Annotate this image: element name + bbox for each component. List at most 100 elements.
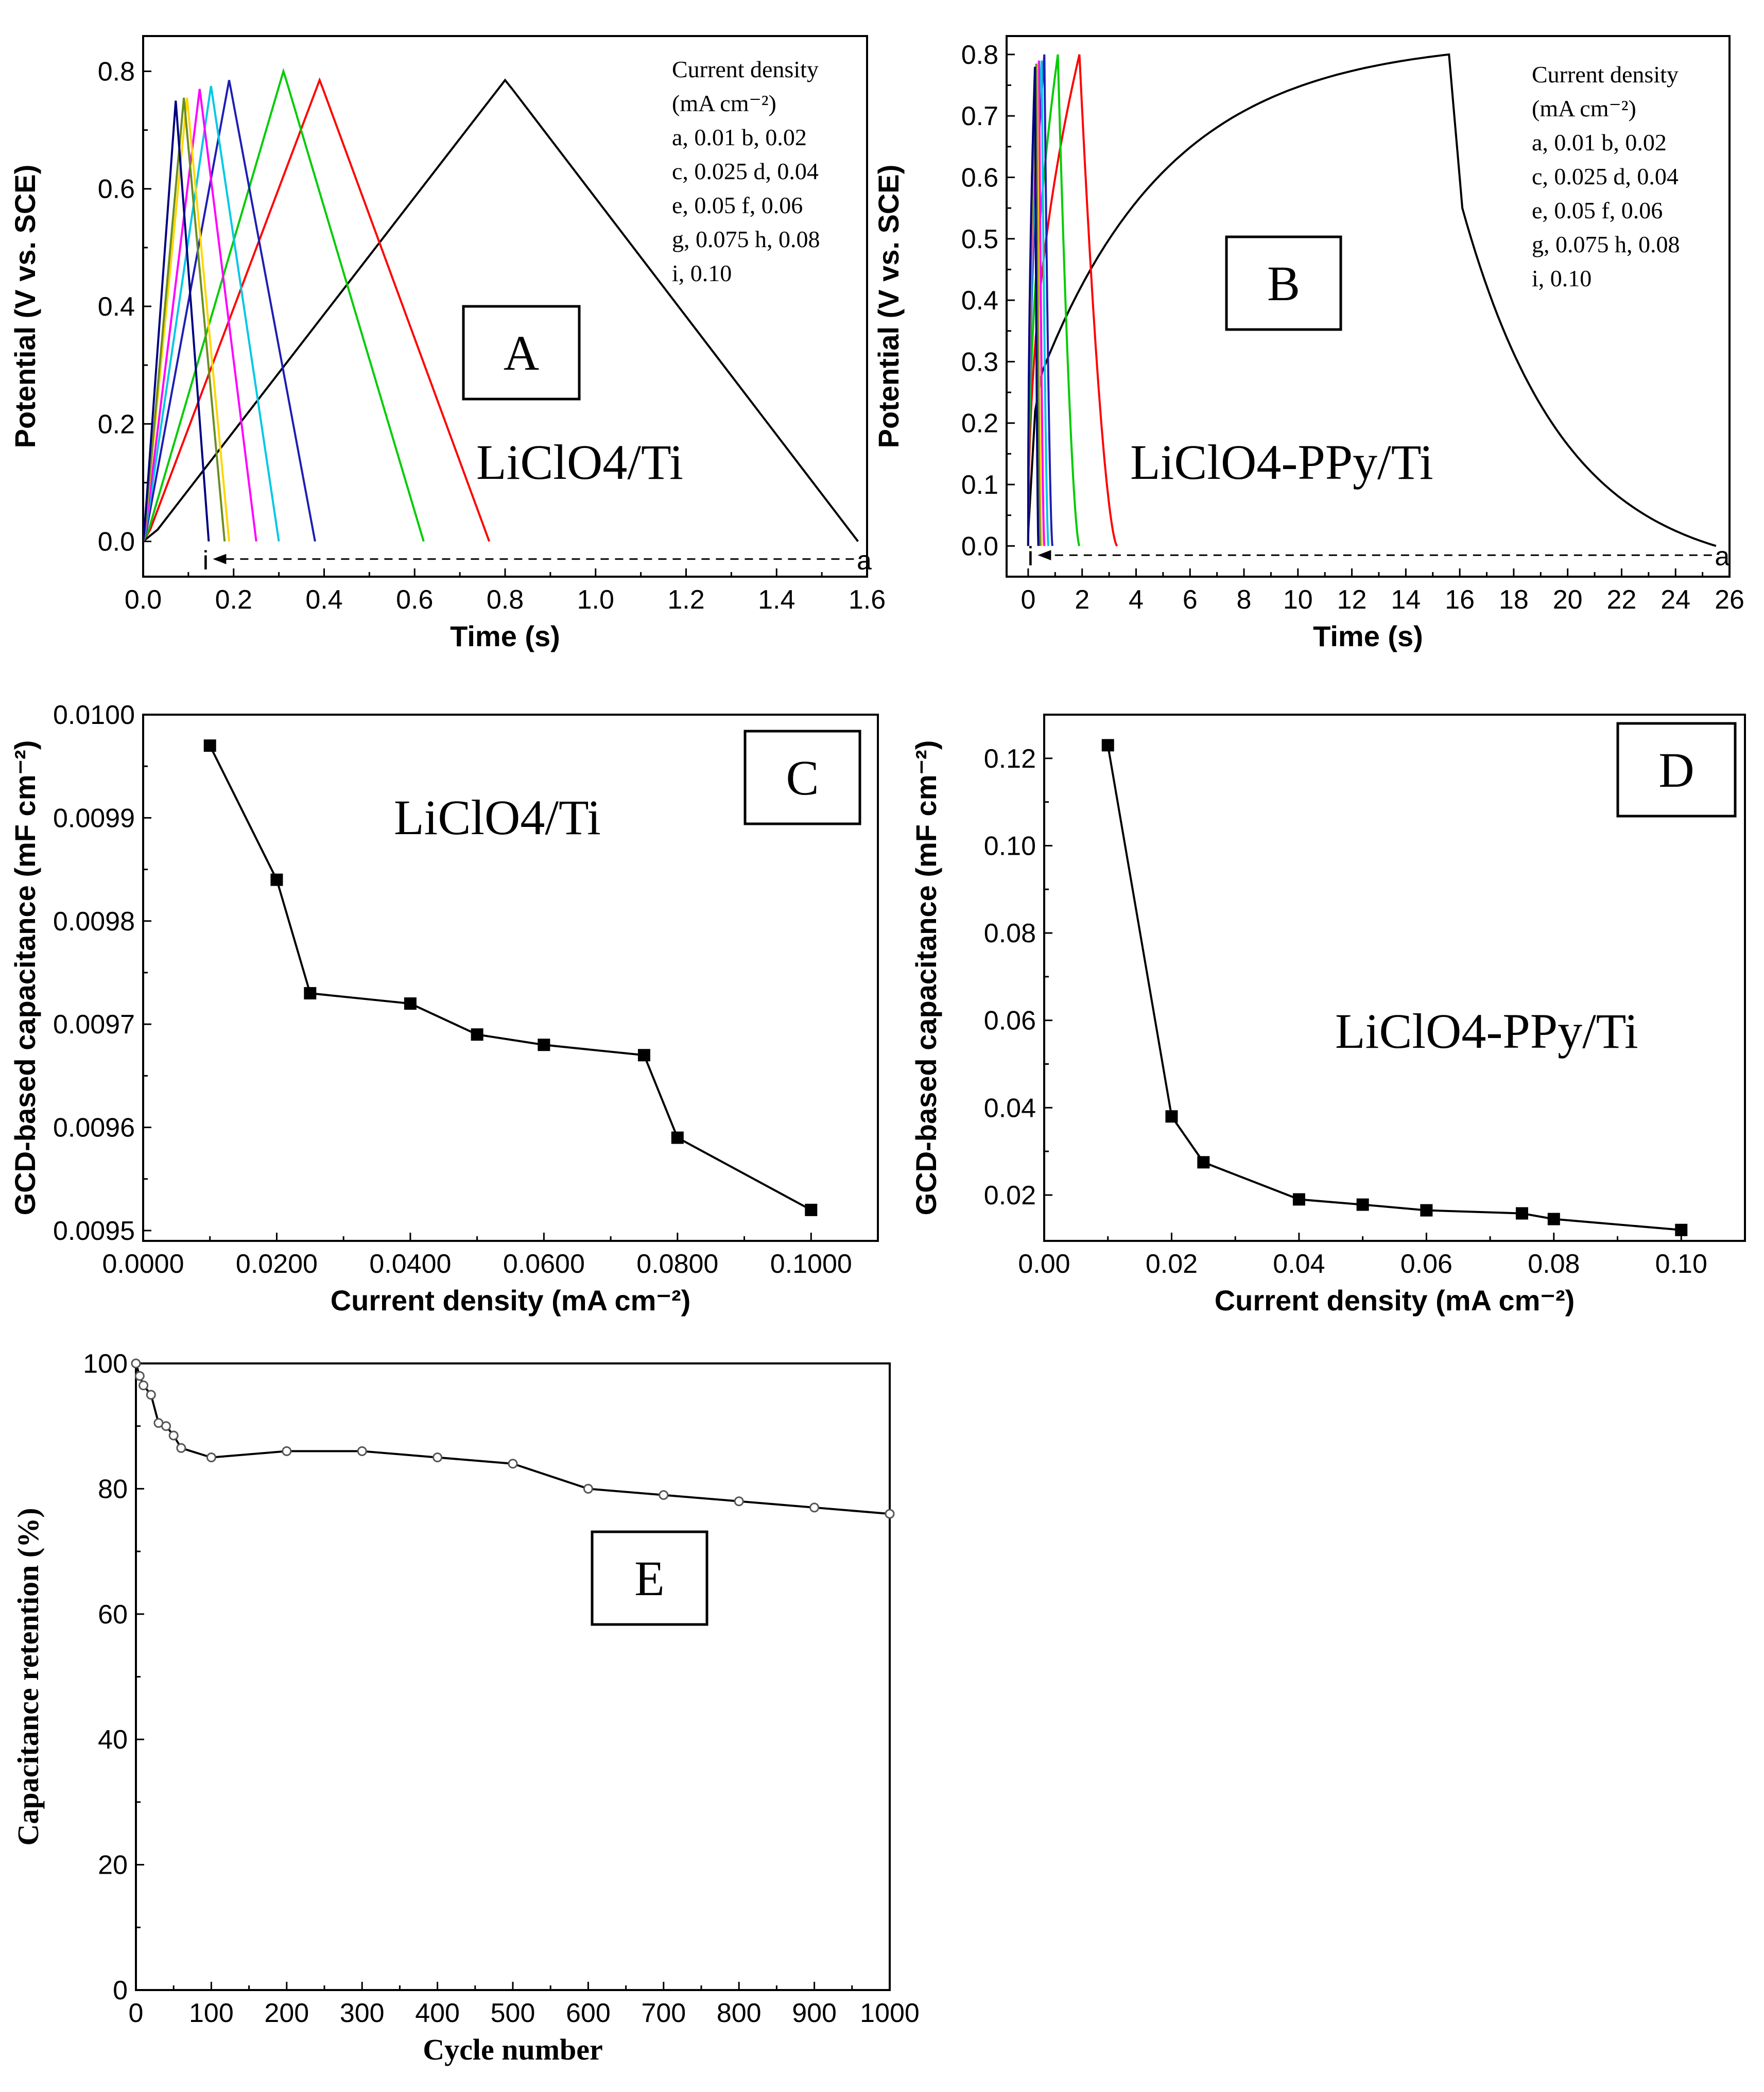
panel-label-box bbox=[1225, 235, 1342, 331]
arrow-end-label: a bbox=[857, 546, 872, 576]
data-point bbox=[1292, 1193, 1305, 1206]
x-tick-label: 0.0800 bbox=[636, 1249, 718, 1279]
x-tick-label: 1.0 bbox=[577, 585, 614, 615]
y-tick-label: 40 bbox=[98, 1725, 128, 1755]
series-line-i bbox=[1027, 66, 1040, 546]
x-axis-label: Cycle number bbox=[423, 2033, 603, 2066]
plot-frame bbox=[1006, 35, 1731, 578]
legend-entry: a, 0.01 b, 0.02 bbox=[1532, 129, 1667, 155]
panel-e: 0 100 200 300 400 500 600 700 800 900 1000 0 20 40 60 8… bbox=[11, 1349, 920, 2066]
series-line-c bbox=[143, 67, 425, 542]
data-point bbox=[583, 1483, 593, 1494]
x-tick-label: 900 bbox=[792, 1998, 837, 2028]
y-axis-label: GCD-based capacitance (mF cm⁻²) bbox=[910, 740, 942, 1216]
x-tick-label: 16 bbox=[1445, 585, 1475, 615]
y-tick-label: 0.2 bbox=[98, 409, 135, 439]
x-tick-label: 0.4 bbox=[305, 585, 342, 615]
y-tick-label: 0.0100 bbox=[53, 700, 135, 730]
y-tick-label: 0.4 bbox=[98, 292, 135, 322]
arrow-end-label: a bbox=[1715, 542, 1730, 572]
panel-label: D bbox=[1658, 742, 1694, 798]
arrow-start-label: i bbox=[203, 546, 209, 576]
y-tick-label: 0.0099 bbox=[53, 803, 135, 833]
y-axis-label: Capacitance retention (%) bbox=[11, 1508, 45, 1845]
data-point bbox=[1356, 1198, 1369, 1211]
x-tick-label: 0.0000 bbox=[102, 1249, 184, 1279]
panel-label-box bbox=[591, 1530, 708, 1626]
data-point bbox=[809, 1502, 820, 1513]
panel-label-box bbox=[743, 730, 861, 825]
x-tick-label: 0.02 bbox=[1146, 1249, 1198, 1279]
data-point bbox=[357, 1446, 367, 1456]
data-point bbox=[304, 987, 317, 1000]
x-tick-label: 100 bbox=[189, 1998, 234, 2028]
y-tick-label: 80 bbox=[98, 1474, 128, 1504]
y-tick-label: 0.0098 bbox=[53, 907, 135, 937]
series-line-i bbox=[143, 100, 210, 542]
x-tick-label: 1.6 bbox=[849, 585, 886, 615]
x-axis-label: Current density (mA cm⁻²) bbox=[1215, 1284, 1575, 1317]
discharge-arrow-head bbox=[1037, 550, 1051, 561]
x-tick-label: 600 bbox=[566, 1998, 611, 2028]
legend-entry: i, 0.10 bbox=[672, 260, 732, 286]
y-tick-label: 0.8 bbox=[98, 57, 135, 87]
x-tick-label: 200 bbox=[264, 1998, 309, 2028]
x-tick-label: 500 bbox=[491, 1998, 535, 2028]
panel-label: E bbox=[634, 1551, 665, 1606]
data-point bbox=[734, 1496, 744, 1507]
data-point bbox=[1197, 1156, 1210, 1169]
x-tick-label: 1.4 bbox=[758, 585, 795, 615]
data-point bbox=[805, 1203, 818, 1216]
data-point bbox=[671, 1131, 684, 1144]
electrode-annotation: LiClO4-PPy/Ti bbox=[1130, 435, 1433, 490]
y-tick-label: 0.12 bbox=[984, 744, 1036, 774]
data-point bbox=[131, 1358, 141, 1369]
y-tick-label: 0.0096 bbox=[53, 1113, 135, 1143]
panel-label: A bbox=[504, 325, 539, 381]
legend-title: Current density bbox=[1532, 61, 1679, 88]
y-tick-label: 0.02 bbox=[984, 1181, 1036, 1211]
x-tick-label: 0.0600 bbox=[503, 1249, 585, 1279]
data-point bbox=[538, 1039, 550, 1051]
x-tick-label: 22 bbox=[1607, 585, 1637, 615]
panel-label-box bbox=[462, 305, 581, 401]
legend-entry: g, 0.075 h, 0.08 bbox=[672, 226, 820, 252]
x-tick-label: 12 bbox=[1337, 585, 1367, 615]
plot-frame bbox=[1043, 714, 1746, 1242]
data-point bbox=[1547, 1213, 1560, 1225]
y-tick-label: 0.10 bbox=[984, 831, 1036, 861]
y-axis-label: GCD-based capacitance (mF cm⁻²) bbox=[9, 740, 41, 1216]
data-point bbox=[146, 1390, 156, 1400]
y-tick-label: 0.0 bbox=[961, 531, 998, 561]
x-tick-label: 0.2 bbox=[215, 585, 252, 615]
data-point bbox=[404, 997, 417, 1010]
x-tick-label: 0 bbox=[129, 1998, 144, 2028]
y-tick-label: 0.08 bbox=[984, 919, 1036, 948]
y-axis-label: Potential (V vs. SCE) bbox=[9, 165, 41, 448]
data-point bbox=[1165, 1110, 1178, 1123]
x-tick-label: 300 bbox=[340, 1998, 385, 2028]
x-tick-label: 800 bbox=[717, 1998, 762, 2028]
legend-entry: c, 0.025 d, 0.04 bbox=[1532, 163, 1679, 189]
data-point bbox=[433, 1453, 443, 1463]
x-tick-label: 1.2 bbox=[667, 585, 704, 615]
y-tick-label: 0.5 bbox=[961, 224, 998, 254]
data-point bbox=[206, 1453, 216, 1463]
x-axis-label: Time (s) bbox=[450, 620, 560, 652]
data-point bbox=[139, 1380, 149, 1391]
y-tick-label: 0.6 bbox=[961, 163, 998, 193]
data-point bbox=[134, 1371, 145, 1381]
data-point bbox=[1101, 739, 1114, 752]
x-tick-label: 6 bbox=[1183, 585, 1198, 615]
x-tick-label: 0.10 bbox=[1655, 1249, 1707, 1279]
data-point bbox=[203, 739, 216, 752]
legend-entry: e, 0.05 f, 0.06 bbox=[1532, 197, 1663, 223]
x-tick-label: 14 bbox=[1391, 585, 1421, 615]
electrode-annotation: LiClO4/Ti bbox=[394, 790, 601, 845]
x-tick-label: 20 bbox=[1553, 585, 1583, 615]
panel-label: C bbox=[786, 750, 819, 805]
data-point bbox=[637, 1049, 650, 1062]
y-tick-label: 20 bbox=[98, 1851, 128, 1880]
legend-entry: a, 0.01 b, 0.02 bbox=[672, 124, 807, 150]
